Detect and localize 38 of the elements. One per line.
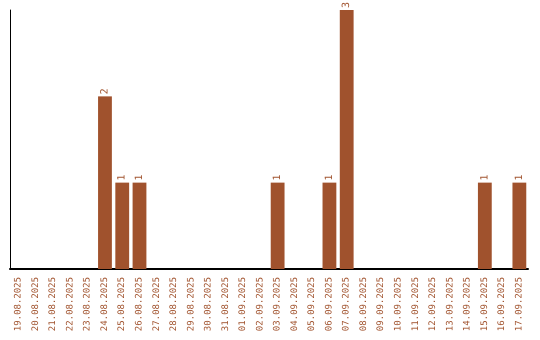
x-tick-label: 27.08.2025 — [152, 277, 162, 332]
data-label: 1 — [134, 174, 145, 181]
data-label: 1 — [324, 174, 335, 181]
data-label: 1 — [514, 174, 525, 181]
x-tick-label: 16.09.2025 — [497, 277, 508, 332]
x-tick-label: 08.09.2025 — [358, 277, 369, 332]
x-tick-label: 04.09.2025 — [290, 277, 300, 332]
data-label: 2 — [99, 88, 110, 94]
x-tick-label: 14.09.2025 — [462, 277, 473, 332]
data-label: 3 — [341, 2, 352, 8]
x-tick-label: 28.08.2025 — [169, 277, 180, 332]
x-tick-label: 11.09.2025 — [410, 277, 421, 332]
data-label: 1 — [479, 174, 490, 181]
x-tick-label: 09.09.2025 — [376, 277, 386, 332]
x-tick-label: 12.09.2025 — [428, 277, 438, 332]
x-tick-label: 15.09.2025 — [480, 277, 490, 332]
data-label: 1 — [272, 174, 284, 181]
x-tick-label: 02.09.2025 — [255, 277, 266, 332]
data-label: 1 — [116, 174, 128, 181]
x-tick-label: 21.08.2025 — [48, 277, 58, 332]
x-tick-label: 13.09.2025 — [445, 277, 456, 332]
x-tick-label: 20.08.2025 — [30, 277, 41, 332]
x-tick-label: 31.08.2025 — [220, 277, 231, 332]
x-tick-label: 30.08.2025 — [204, 277, 214, 332]
x-tick-label: 25.08.2025 — [117, 277, 128, 332]
x-tick-label: 05.09.2025 — [307, 277, 318, 332]
x-tick-label: 10.09.2025 — [394, 277, 404, 332]
x-tick-label: 22.08.2025 — [65, 277, 76, 332]
x-tick-label: 07.09.2025 — [342, 277, 352, 332]
x-tick-label: 26.08.2025 — [134, 277, 144, 332]
x-tick-label: 03.09.2025 — [272, 277, 283, 332]
x-tick-label: 17.09.2025 — [514, 277, 524, 332]
x-tick-label: 06.09.2025 — [324, 277, 334, 332]
x-tick-label: 19.08.2025 — [14, 277, 24, 332]
x-tick-label: 29.08.2025 — [186, 277, 196, 332]
x-tick-label: 23.08.2025 — [82, 277, 93, 332]
x-tick-label: 01.09.2025 — [238, 277, 248, 332]
x-tick-label: 24.08.2025 — [100, 277, 110, 332]
